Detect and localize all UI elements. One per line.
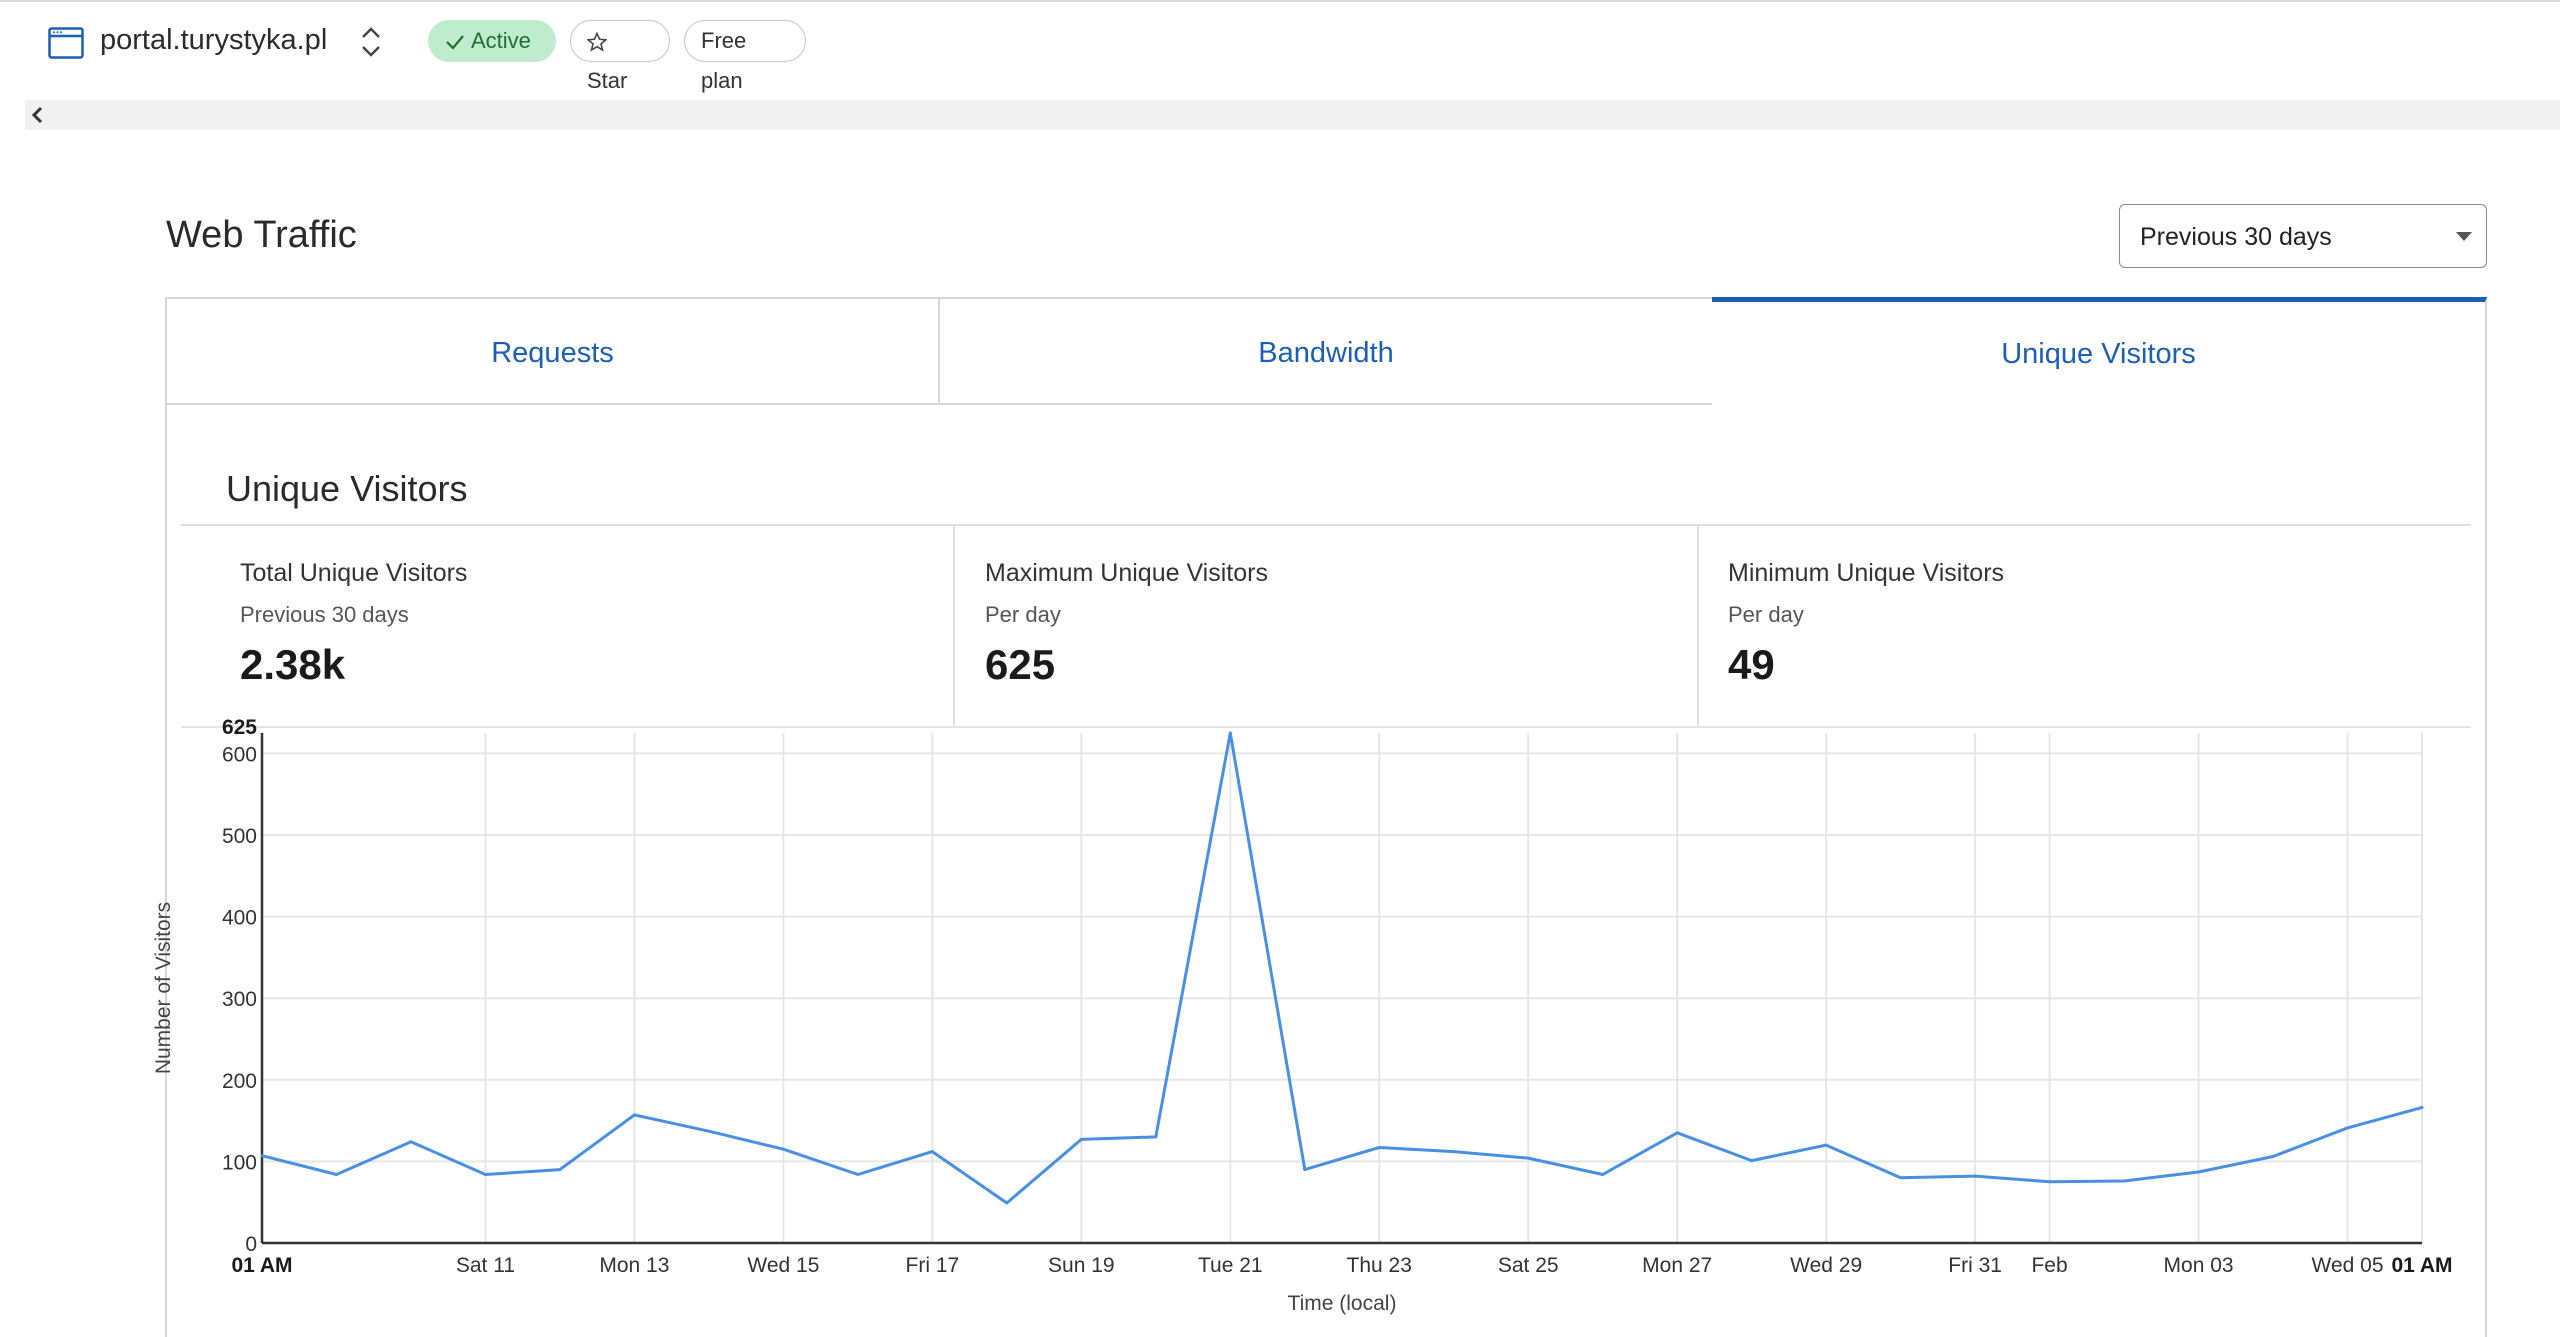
chevron-left-icon[interactable] [28,103,48,127]
stat-min-sub: Per day [1728,602,1804,627]
x-tick-label: Mon 13 [599,1254,669,1277]
data-point [1750,1159,1754,1163]
x-tick-label: 01 AM [2391,1254,2452,1277]
data-point [2271,1155,2275,1159]
y-tick-label: 400 [222,907,257,930]
x-tick-label: Wed 15 [747,1254,819,1277]
stat-min-label: Minimum Unique Visitors [1728,559,2005,587]
data-point [1377,1146,1381,1150]
x-tick-label: Fri 31 [1948,1254,2002,1277]
stat-max-label: Maximum Unique Visitors [985,559,1268,587]
data-point [1526,1156,1530,1160]
site-name: portal.turystyka.pl [100,24,328,56]
date-range-select[interactable]: Previous 30 days [2119,204,2487,268]
stat-total-value: 2.38k [240,641,346,688]
x-axis-label: Time (local) [1288,1292,1397,1315]
star-icon [586,31,608,52]
x-tick-label: Feb [2031,1254,2067,1277]
x-tick-label: Wed 29 [1790,1254,1862,1277]
series-line [261,731,2423,1205]
date-range-value: Previous 30 days [2140,223,2332,251]
stats-divider [181,726,2471,728]
data-point [1601,1172,1605,1176]
status-label: Active [471,28,531,53]
y-tick-label: 100 [222,1151,257,1174]
tab-requests[interactable]: Requests [165,297,940,405]
card-title: Unique Visitors [226,468,468,509]
data-point [483,1172,487,1176]
switch-site-icon[interactable] [358,24,384,60]
site-header: portal.turystyka.pl Active Star Free pla… [0,2,2560,93]
data-point [1079,1137,1083,1141]
x-tick-label: Tue 21 [1198,1254,1263,1277]
stat-divider [953,526,955,728]
data-point [260,1154,264,1158]
y-tick-label: 0 [245,1233,257,1256]
data-point [409,1140,413,1144]
data-point [1228,731,1232,735]
data-point [930,1150,934,1154]
data-point [2048,1180,2052,1184]
data-point [1824,1143,1828,1147]
chevron-down-icon [2456,232,2472,241]
data-point [1154,1135,1158,1139]
plan-badge[interactable]: Free plan [684,20,806,93]
data-point [2197,1170,2201,1174]
data-point [2346,1126,2350,1130]
x-tick-label: 01 AM [231,1254,292,1277]
data-point [558,1168,562,1172]
data-point [1005,1201,1009,1205]
y-tick-label: 625 [222,716,257,739]
data-point [1973,1174,1977,1178]
browser-window-icon [48,27,84,59]
top-border [0,0,2560,2]
data-point [632,1113,636,1117]
x-tick-label: Sat 25 [1498,1254,1559,1277]
data-point [1899,1176,1903,1180]
y-tick-label: 600 [222,743,257,766]
data-point [707,1129,711,1133]
data-point [334,1172,338,1176]
stat-max-sub: Per day [985,602,1061,627]
y-tick-label: 500 [222,825,257,848]
y-axis-label: Number of Visitors [152,902,175,1074]
page-title: Web Traffic [166,214,357,256]
y-tick-label: 200 [222,1070,257,1093]
breadcrumb-bar [0,100,2560,130]
x-tick-label: Thu 23 [1347,1254,1412,1277]
tab-bandwidth[interactable]: Bandwidth [938,297,1714,405]
star-label: Star [587,68,628,93]
x-tick-label: Mon 27 [1642,1254,1712,1277]
plan-label: Free plan [701,28,747,93]
x-tick-label: Sun 19 [1048,1254,1115,1277]
checkmark-icon [446,35,464,50]
x-tick-label: Mon 03 [2164,1254,2234,1277]
stat-total-sub: Previous 30 days [240,602,409,627]
data-point [2122,1179,2126,1183]
stat-max-value: 625 [985,641,1056,688]
status-badge: Active [428,20,556,62]
breadcrumb-bar-gap [0,100,25,130]
data-point [781,1147,785,1151]
data-point [856,1172,860,1176]
data-point [1303,1168,1307,1172]
tab-unique-visitors[interactable]: Unique Visitors [1712,297,2487,405]
x-tick-label: Wed 05 [2312,1254,2384,1277]
stat-min-value: 49 [1728,641,1775,688]
card-divider [181,524,2471,526]
data-point [2420,1106,2424,1110]
x-tick-label: Sat 11 [456,1254,515,1277]
data-point [1675,1131,1679,1135]
stat-total-label: Total Unique Visitors [240,559,468,587]
stat-divider [1697,526,1699,728]
data-point [1452,1150,1456,1154]
y-tick-label: 300 [222,988,257,1011]
star-button[interactable]: Star [570,20,670,93]
x-tick-label: Fri 17 [906,1254,960,1277]
